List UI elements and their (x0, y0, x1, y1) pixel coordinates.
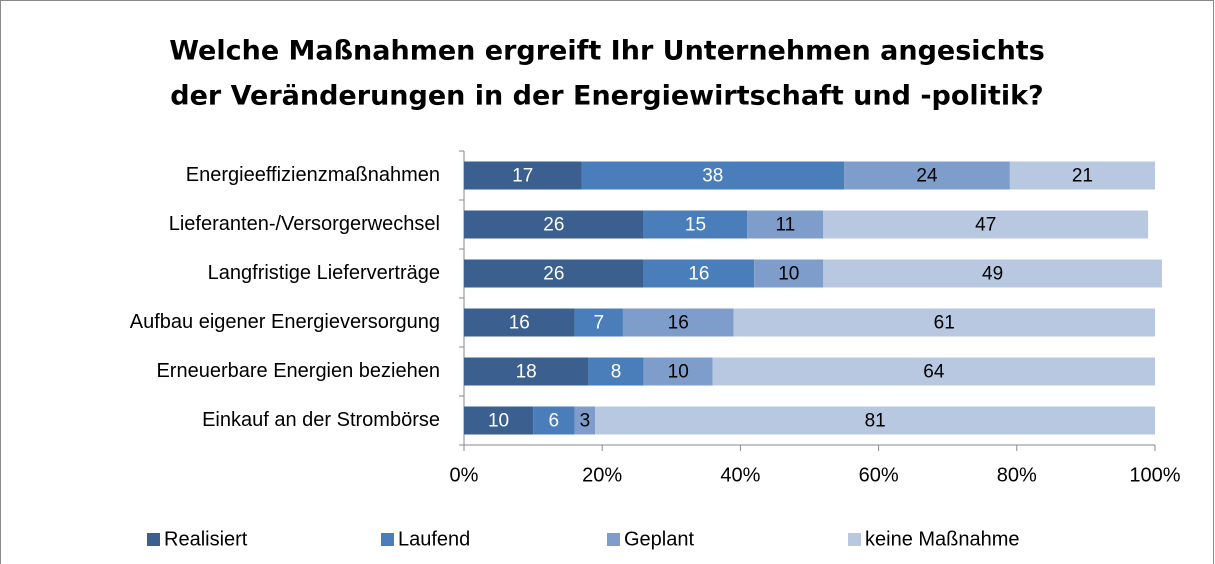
bar-segment (823, 259, 1162, 288)
bar-segment (588, 357, 644, 386)
legend-swatch (147, 533, 160, 546)
data-label: 47 (975, 215, 996, 236)
bar-segment (464, 210, 644, 239)
bar-segment (643, 357, 713, 386)
legend-label: keine Maßnahme (865, 528, 1020, 550)
bar-segment (574, 406, 596, 435)
category-label: Energieeffizienzmaßnahmen (186, 164, 440, 186)
data-label: 18 (516, 362, 537, 383)
legend-label: Geplant (624, 528, 694, 550)
bar-segment (464, 259, 644, 288)
bar-segment (464, 308, 575, 337)
data-label: 64 (923, 362, 945, 383)
category-label: Langfristige Lieferverträge (208, 262, 440, 284)
data-label: 8 (611, 362, 622, 383)
x-tick-label: 0% (450, 464, 479, 486)
bar-segment (733, 308, 1155, 337)
legend-label: Realisiert (164, 528, 248, 550)
data-label: 15 (685, 215, 706, 236)
data-label: 7 (593, 313, 604, 334)
data-label: 21 (1072, 166, 1093, 187)
data-label: 16 (668, 313, 689, 334)
bar-segment (747, 210, 824, 239)
chart-title: der Veränderungen in der Energiewirtscha… (170, 81, 1043, 112)
data-label: 26 (543, 215, 564, 236)
bar-segment (643, 210, 748, 239)
data-label: 49 (982, 264, 1003, 285)
data-label: 10 (488, 411, 509, 432)
bar-segment (1009, 161, 1155, 190)
category-label: Einkauf an der Strombörse (202, 409, 440, 431)
data-label: 3 (580, 411, 591, 432)
data-label: 10 (778, 264, 799, 285)
bar-segment (622, 308, 734, 337)
data-label: 16 (509, 313, 530, 334)
chart-title: Welche Maßnahmen ergreift Ihr Unternehme… (169, 36, 1045, 67)
bar-segment (844, 161, 1010, 190)
legend-swatch (381, 533, 394, 546)
data-label: 6 (549, 411, 560, 432)
legend-swatch (848, 533, 861, 546)
bar-segment (712, 357, 1155, 386)
bar-segment (464, 161, 582, 190)
x-tick-label: 100% (1129, 464, 1180, 486)
bar-segment (595, 406, 1155, 435)
data-label: 24 (916, 166, 938, 187)
data-label: 26 (543, 264, 564, 285)
data-label: 17 (512, 166, 533, 187)
x-tick-label: 80% (997, 464, 1037, 486)
category-label: Aufbau eigener Energieversorgung (130, 311, 440, 333)
bar-segment (581, 161, 845, 190)
bar-segment (574, 308, 623, 337)
bar-segment (754, 259, 824, 288)
legend-label: Laufend (398, 528, 470, 550)
x-tick-label: 20% (582, 464, 622, 486)
category-label: Erneuerbare Energien beziehen (156, 360, 440, 382)
x-tick-label: 40% (720, 464, 760, 486)
legend-swatch (607, 533, 620, 546)
data-label: 11 (775, 215, 795, 236)
data-label: 10 (668, 362, 689, 383)
bar-segment (464, 406, 534, 435)
bar-segment (464, 357, 589, 386)
data-label: 16 (688, 264, 709, 285)
x-tick-label: 60% (859, 464, 899, 486)
category-label: Lieferanten-/Versorgerwechsel (169, 213, 440, 235)
bar-segment (823, 210, 1149, 239)
data-label: 61 (934, 313, 955, 334)
data-label: 81 (865, 411, 886, 432)
bar-segment (533, 406, 575, 435)
data-label: 38 (702, 166, 723, 187)
bar-segment (643, 259, 755, 288)
